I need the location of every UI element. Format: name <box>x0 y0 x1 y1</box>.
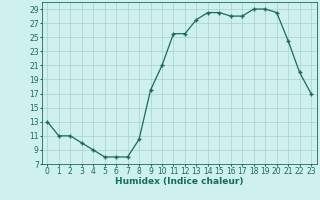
X-axis label: Humidex (Indice chaleur): Humidex (Indice chaleur) <box>115 177 244 186</box>
